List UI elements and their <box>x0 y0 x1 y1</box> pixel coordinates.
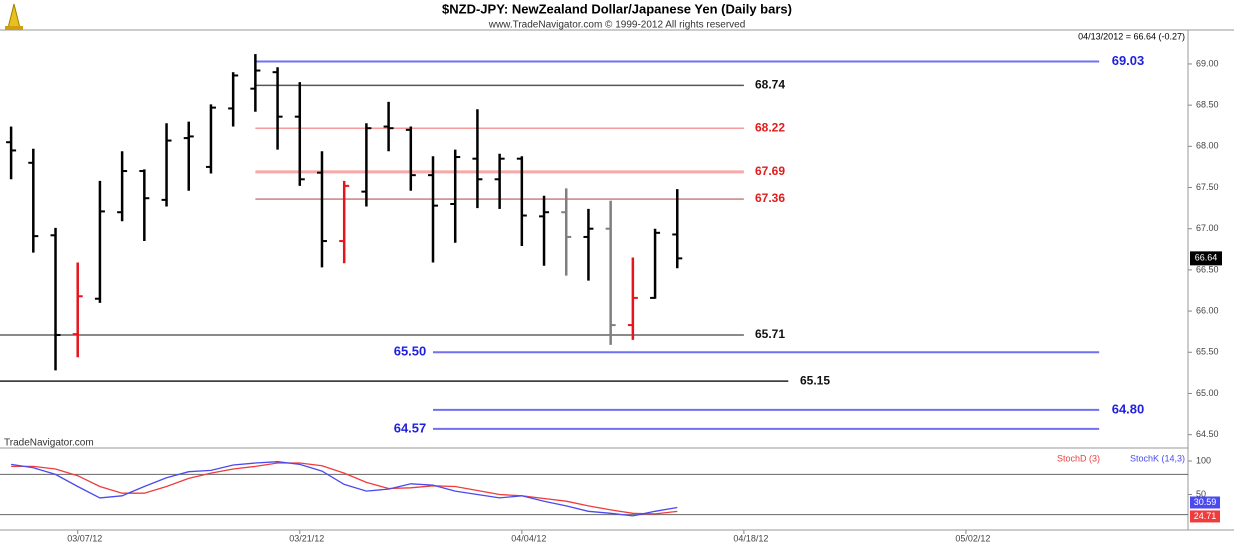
chart-subtitle: www.TradeNavigator.com © 1999-2012 All r… <box>488 20 746 31</box>
level-label: 64.57 <box>394 420 427 435</box>
y-tick-label: 100 <box>1196 455 1211 465</box>
x-tick-label: 05/02/12 <box>955 533 990 543</box>
level-label: 65.71 <box>755 327 785 341</box>
y-tick-label: 65.00 <box>1196 388 1219 398</box>
y-tick-label: 66.50 <box>1196 264 1219 274</box>
price-tag <box>1190 251 1222 266</box>
stoch-line <box>11 462 678 515</box>
last-info: 04/13/2012 = 66.64 (-0.27) <box>1078 31 1185 41</box>
level-label: 64.80 <box>1112 401 1145 416</box>
y-tick-label: 67.00 <box>1196 223 1219 233</box>
y-tick-label: 65.50 <box>1196 347 1219 357</box>
legend-entry: StochK (14,3) <box>1130 453 1185 463</box>
level-label: 67.69 <box>755 164 785 178</box>
price-tag-label: 66.64 <box>1195 253 1218 263</box>
x-tick-label: 04/18/12 <box>733 533 768 543</box>
value-tag <box>1190 496 1220 509</box>
level-label: 68.74 <box>755 78 785 92</box>
y-tick-label: 66.00 <box>1196 305 1219 315</box>
value-tag-label: 24.71 <box>1194 511 1217 521</box>
y-tick-label: 64.50 <box>1196 429 1219 439</box>
watermark: TradeNavigator.com <box>4 438 94 449</box>
logo <box>5 3 23 30</box>
legend-entry: StochD (3) <box>1057 453 1100 463</box>
level-label: 65.50 <box>394 344 427 359</box>
x-tick-label: 03/07/12 <box>67 533 102 543</box>
y-tick-label: 69.00 <box>1196 58 1219 68</box>
level-label: 67.36 <box>755 191 785 205</box>
x-tick-label: 04/04/12 <box>511 533 546 543</box>
level-label: 69.03 <box>1112 53 1145 68</box>
stoch-line <box>11 461 678 517</box>
value-tag-label: 30.59 <box>1194 497 1217 507</box>
value-tag <box>1190 510 1220 523</box>
y-tick-label: 67.50 <box>1196 182 1219 192</box>
y-tick-label: 68.00 <box>1196 141 1219 151</box>
y-tick-label: 50 <box>1196 489 1206 499</box>
chart-title: $NZD-JPY: NewZealand Dollar/Japanese Yen… <box>442 1 792 16</box>
level-label: 65.15 <box>800 373 830 387</box>
x-tick-label: 03/21/12 <box>289 533 324 543</box>
y-tick-label: 68.50 <box>1196 100 1219 110</box>
level-label: 68.22 <box>755 120 785 134</box>
